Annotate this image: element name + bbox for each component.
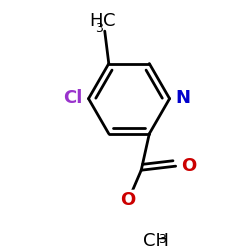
Text: C: C xyxy=(103,12,115,30)
Text: O: O xyxy=(181,157,196,175)
Text: 3: 3 xyxy=(158,233,166,246)
Text: Cl: Cl xyxy=(63,89,82,107)
Text: CH: CH xyxy=(143,232,169,250)
Text: O: O xyxy=(120,190,136,208)
Text: H: H xyxy=(89,12,103,30)
Text: N: N xyxy=(176,89,191,107)
Text: 3: 3 xyxy=(95,22,103,35)
